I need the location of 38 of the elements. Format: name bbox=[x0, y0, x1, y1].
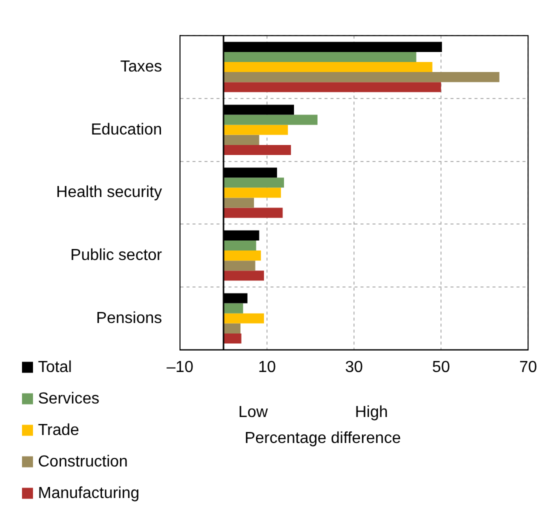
bar bbox=[224, 240, 256, 251]
y-tick-label: Public sector bbox=[70, 246, 163, 264]
legend-label: Services bbox=[38, 390, 100, 408]
bar bbox=[224, 62, 432, 72]
bar bbox=[224, 178, 284, 188]
y-tick-label: Pensions bbox=[96, 310, 162, 327]
bar bbox=[224, 250, 261, 261]
x-tick-label: 30 bbox=[345, 358, 364, 376]
bar bbox=[224, 72, 500, 82]
x-tick-label: 10 bbox=[258, 358, 276, 376]
x-tick-label: 50 bbox=[432, 358, 450, 376]
text: High bbox=[355, 404, 388, 422]
x-tick-label: 70 bbox=[519, 358, 538, 376]
legend-label: Construction bbox=[38, 454, 128, 471]
bar bbox=[224, 134, 260, 145]
bar bbox=[224, 198, 254, 208]
bar bbox=[224, 124, 288, 135]
x-tick-label: –10 bbox=[166, 358, 194, 376]
text: Low bbox=[238, 404, 268, 422]
bar bbox=[224, 114, 318, 125]
bar bbox=[224, 144, 291, 155]
bar bbox=[224, 313, 264, 324]
legend-label: Trade bbox=[38, 422, 80, 440]
bar bbox=[224, 303, 244, 314]
bar bbox=[224, 188, 281, 198]
legend-label: Total bbox=[38, 359, 72, 376]
y-tick-label: Taxes bbox=[120, 58, 162, 76]
bar bbox=[224, 333, 242, 344]
bar bbox=[224, 270, 264, 281]
bar bbox=[224, 52, 416, 62]
bar bbox=[224, 260, 256, 271]
legend-label: Manufacturing bbox=[38, 485, 140, 502]
y-tick-label: Education bbox=[90, 121, 162, 138]
bar bbox=[224, 208, 283, 218]
bar bbox=[224, 323, 240, 334]
y-tick-label: Health security bbox=[56, 184, 162, 202]
bar bbox=[224, 82, 442, 92]
x-axis-title: Percentage difference bbox=[244, 430, 401, 448]
